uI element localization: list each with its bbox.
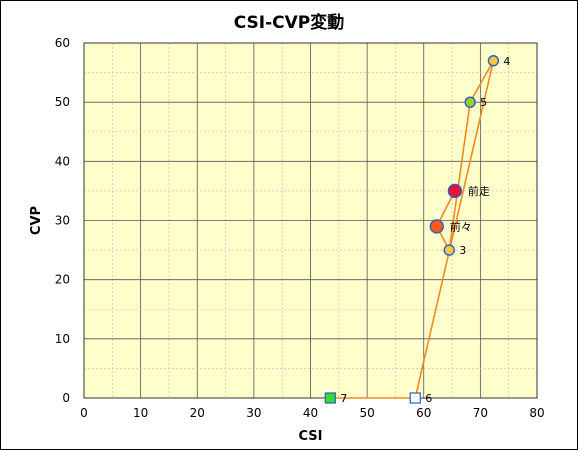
y-tick-label: 30 [55,214,70,228]
plot-border [83,42,538,399]
x-tick-label: 70 [473,406,488,420]
x-tick-label: 10 [133,406,148,420]
y-tick-label: 50 [55,95,70,109]
y-tick-label: 10 [55,332,70,346]
data-point-marker [324,392,336,404]
chart-title: CSI-CVP変動 [233,13,345,33]
x-tick-label: 60 [416,406,431,420]
data-point-marker [464,96,476,108]
y-tick-label: 0 [62,391,70,405]
data-point-label: 4 [503,55,510,68]
data-point-label: 5 [480,96,487,109]
x-tick-label: 40 [303,406,318,420]
data-point-label: 前々 [450,219,472,233]
y-axis-title: CVP [29,206,44,235]
axes: 0 10 20 30 40 50 60 70 80 0 10 20 30 40 50 60 [55,36,545,420]
data-point-marker [447,183,463,199]
y-tick-label: 20 [55,273,70,287]
x-axis-title: CSI [299,429,323,444]
x-tick-label: 30 [246,406,261,420]
data-point-label: 6 [425,392,432,405]
data-point-marker [443,244,455,256]
y-tick-label: 40 [55,154,70,168]
x-tick-label: 80 [529,406,544,420]
x-tick-label: 50 [359,406,374,420]
x-tick-label: 20 [190,406,205,420]
y-tick-label: 60 [55,36,70,50]
data-point-label: 3 [459,244,466,257]
data-point-marker [429,219,444,234]
data-point-marker [409,392,421,404]
x-tick-label: 0 [80,406,88,420]
data-point-marker [487,55,500,67]
data-points: 7 6 4 5 3 前々 前走 [324,55,510,405]
data-point-label: 前走 [468,184,490,198]
data-point-label: 7 [340,392,347,405]
